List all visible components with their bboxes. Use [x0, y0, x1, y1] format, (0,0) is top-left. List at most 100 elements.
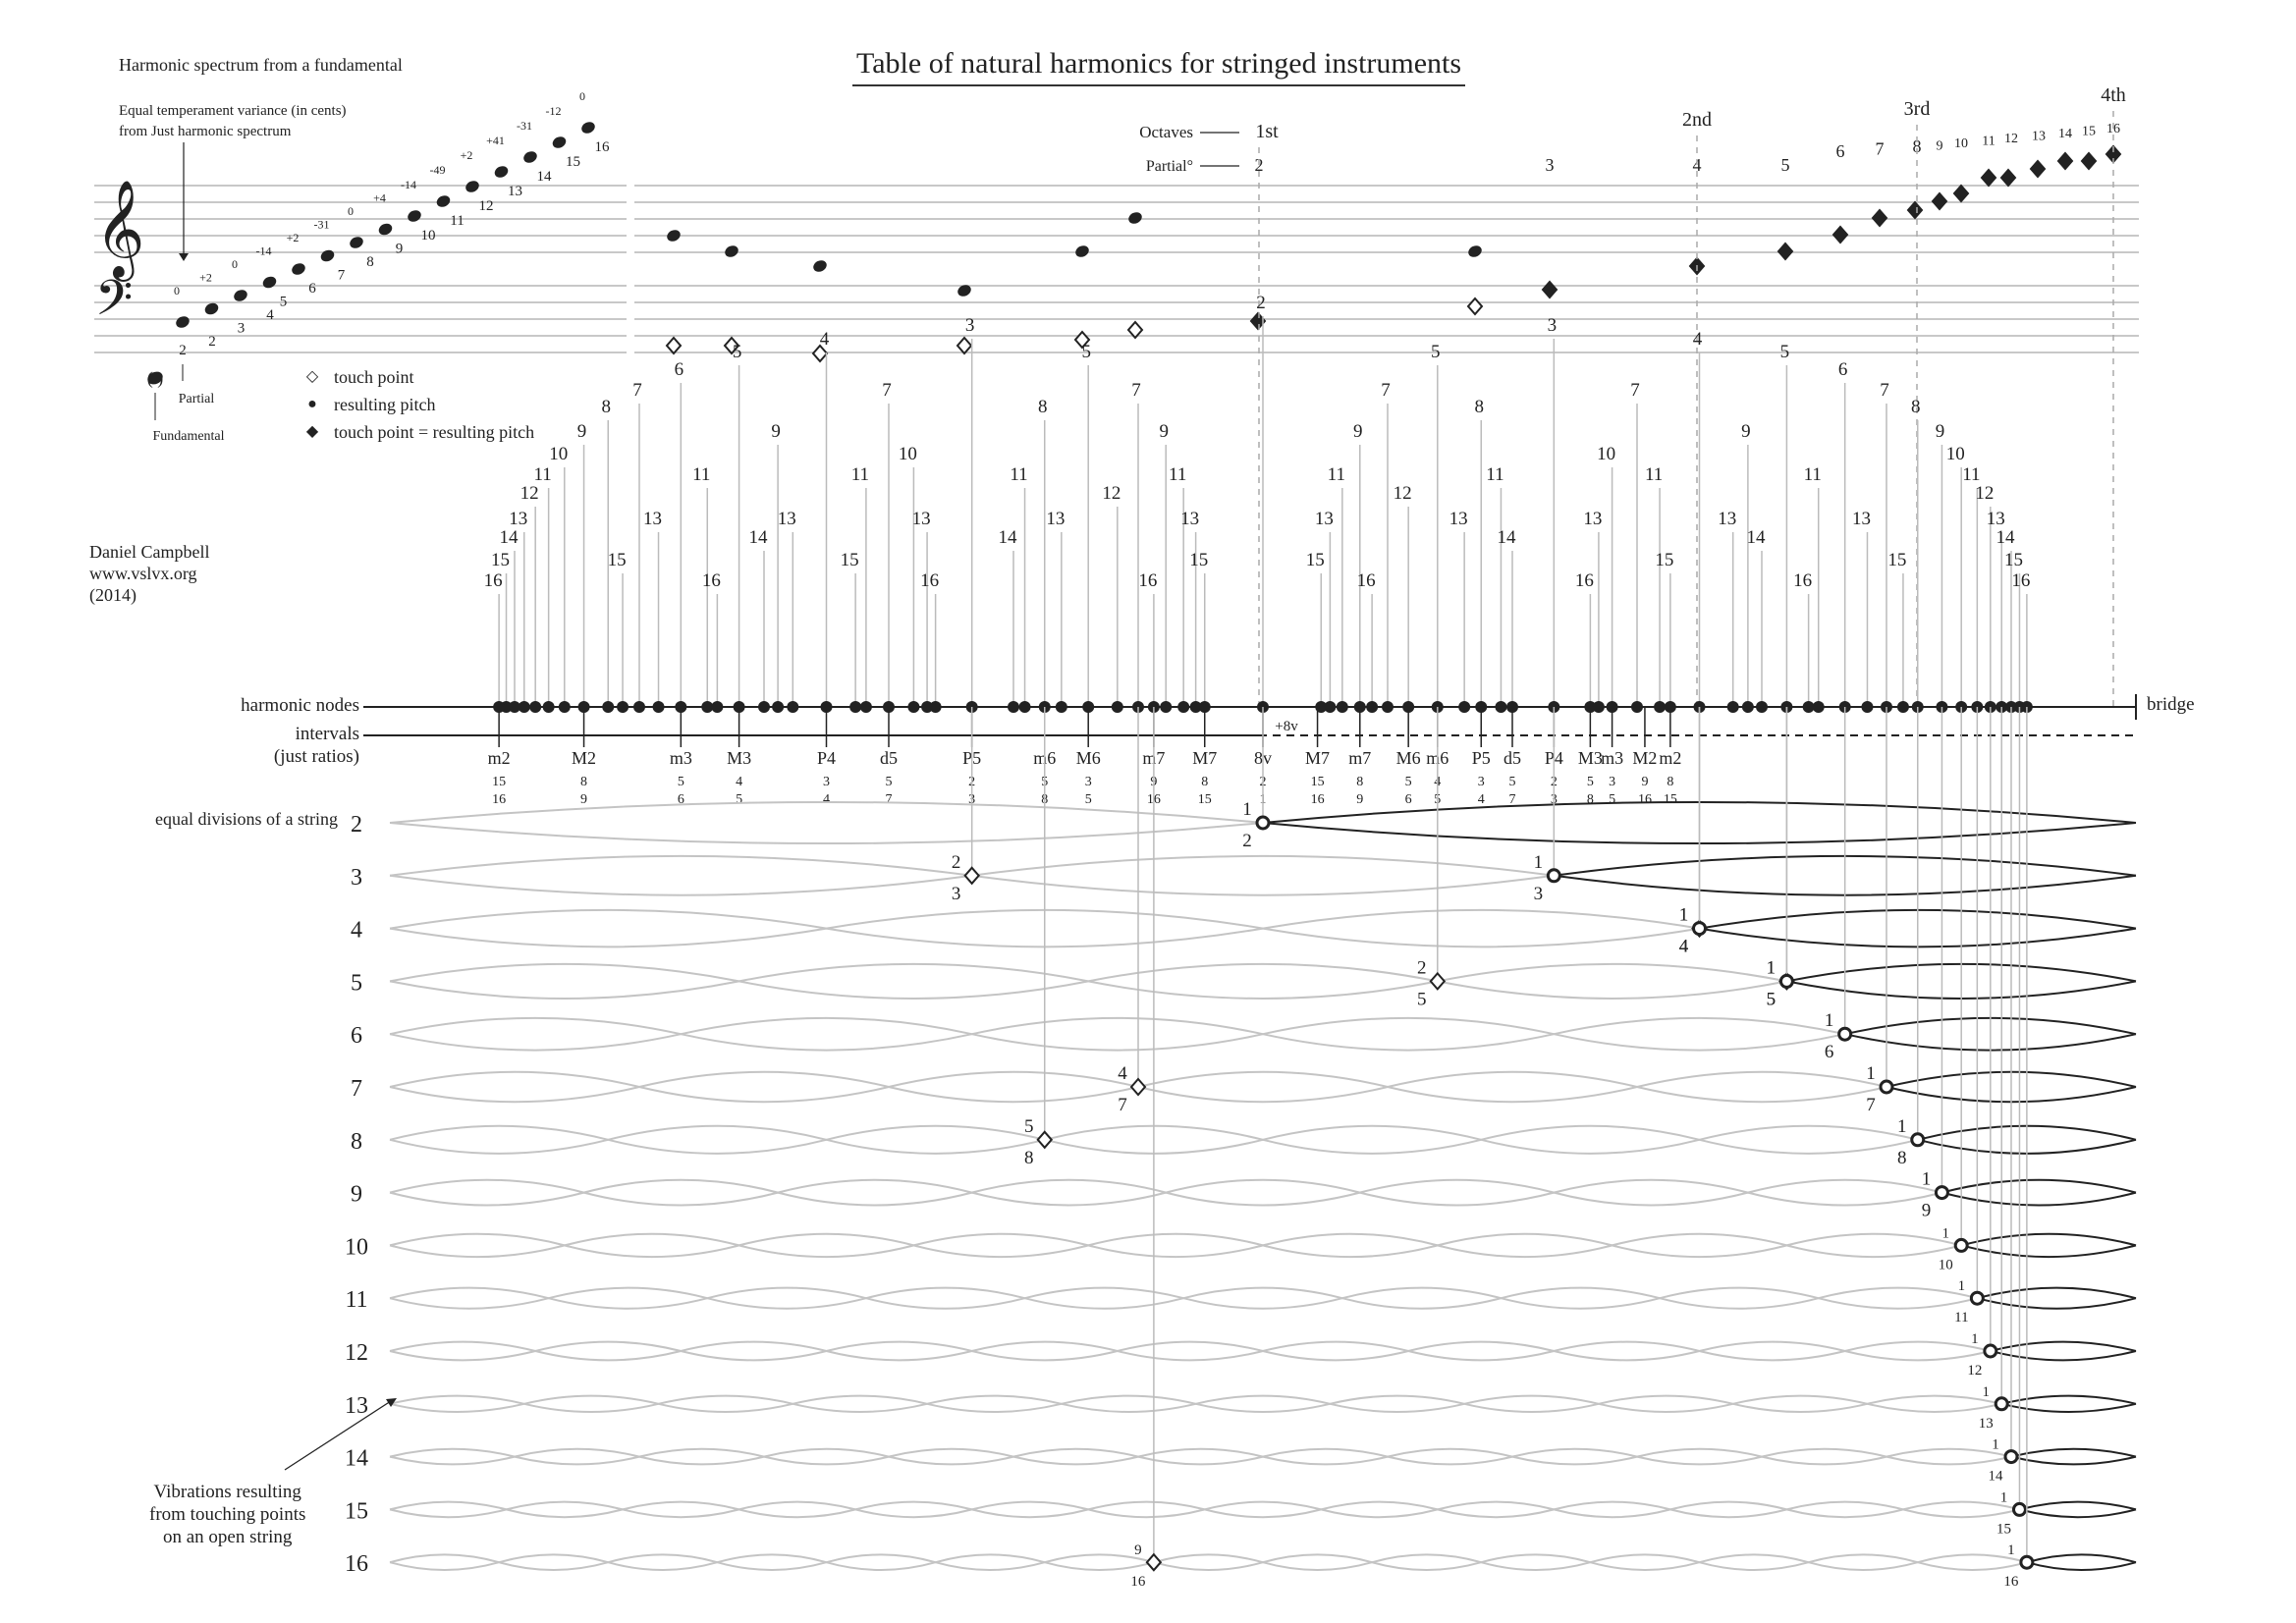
- harmonic-node-icon: [1741, 701, 1754, 713]
- touch-circle-icon: [1879, 1079, 1894, 1095]
- top-partial-number: 11: [1982, 135, 1995, 149]
- ratio-denominator: 7: [886, 792, 893, 807]
- notehead-icon: [813, 260, 827, 272]
- fraction-denominator: 4: [1679, 937, 1689, 957]
- fraction-numerator: 1: [1242, 799, 1252, 820]
- node-partial-label: 6: [1838, 359, 1848, 380]
- node-partial-label: 15: [1189, 550, 1208, 570]
- wave-upper: [1786, 1500, 1904, 1511]
- wave-lower: [1818, 1297, 1978, 1310]
- filled-diamond-icon: [2080, 151, 2098, 171]
- node-partial-label: 3: [965, 315, 975, 336]
- wave-lower: [1262, 1455, 1389, 1466]
- wave-upper: [738, 962, 1089, 983]
- vibrations-note-line: Vibrations resulting: [153, 1482, 301, 1502]
- wave-upper: [1636, 1070, 1887, 1088]
- wave-upper: [971, 1500, 1089, 1511]
- wave-lower: [1699, 1138, 1918, 1155]
- node-partial-label: 8: [1038, 397, 1048, 417]
- wave-upper: [1554, 1340, 1700, 1352]
- wave-lower: [738, 1244, 914, 1259]
- wave-lower: [1554, 1033, 1845, 1052]
- intervals-label: intervals: [295, 724, 359, 744]
- fundamental-parens: ( ): [147, 368, 164, 389]
- division-number: 4: [351, 918, 362, 944]
- wave-upper: [389, 908, 827, 930]
- node-partial-label: 9: [1936, 421, 1945, 442]
- wave-lower: [1886, 1455, 2012, 1466]
- touch-circle-icon: [1969, 1290, 1985, 1306]
- fraction-denominator: 9: [1922, 1201, 1932, 1221]
- wave-lower: [971, 1350, 1119, 1362]
- harmonic-node-icon: [1324, 701, 1337, 713]
- ratio-denominator: 8: [1587, 792, 1594, 807]
- notehead-icon: [581, 122, 595, 134]
- wave-lower: [1262, 1244, 1439, 1259]
- division-number: 3: [351, 865, 362, 891]
- wave-upper: [763, 1447, 890, 1458]
- equal-divisions-label: equal divisions of a string: [155, 809, 338, 829]
- filled-diamond-icon: [1906, 200, 1924, 220]
- wave-upper: [1990, 1340, 2137, 1352]
- cents-variance: +41: [486, 134, 505, 147]
- node-partial-label: 13: [1449, 509, 1468, 529]
- node-partial-label: 12: [520, 483, 539, 504]
- fraction-numerator: 1: [1958, 1278, 1966, 1294]
- wave-upper: [1321, 1500, 1439, 1511]
- wave-lower: [523, 1402, 659, 1413]
- wave-upper: [738, 1500, 856, 1511]
- wave-lower: [1636, 1455, 1763, 1466]
- wave-lower: [1501, 1297, 1661, 1310]
- top-partial-number: 15: [2082, 125, 2096, 139]
- top-partial-number: 5: [1781, 155, 1790, 175]
- wave-upper: [389, 1016, 682, 1036]
- harmonic-node-icon: [921, 701, 934, 713]
- wave-lower: [1061, 1402, 1196, 1413]
- wave-upper: [1977, 1286, 2137, 1300]
- harmonic-node-icon: [1756, 701, 1768, 713]
- legend-label: touch point = resulting pitch: [334, 422, 535, 442]
- wave-lower: [498, 1561, 609, 1571]
- wave-lower: [1902, 1508, 2020, 1519]
- division-number: 7: [351, 1076, 362, 1102]
- node-partial-label: 15: [1306, 550, 1325, 570]
- node-partial-label: 4: [820, 329, 830, 350]
- wave-upper: [1012, 1447, 1139, 1458]
- wave-lower: [2010, 1455, 2137, 1466]
- node-partial-label: 9: [1353, 421, 1363, 442]
- node-partial-label: 11: [1486, 464, 1503, 485]
- fraction-numerator: 1: [1866, 1063, 1876, 1084]
- cents-variance: -49: [430, 163, 446, 177]
- touch-circle-icon: [1910, 1132, 1926, 1148]
- wave-upper: [971, 1340, 1119, 1352]
- wave-lower: [1321, 1508, 1439, 1519]
- harmonic-node-icon: [758, 701, 770, 713]
- fraction-numerator: 1: [1992, 1437, 1999, 1453]
- wave-lower: [1481, 1138, 1700, 1155]
- node-partial-label: 16: [1793, 570, 1812, 591]
- ratio-denominator: 5: [1085, 792, 1092, 807]
- partial-number: 9: [396, 242, 404, 257]
- wave-upper: [1137, 1447, 1264, 1458]
- wave-lower: [1117, 1350, 1264, 1362]
- harmonic-node-icon: [652, 701, 665, 713]
- division-number: 12: [345, 1340, 368, 1366]
- touch-diamond-icon: [963, 866, 980, 886]
- interval-name: P4: [817, 748, 836, 768]
- wave-lower: [389, 874, 972, 896]
- fraction-denominator: 15: [1996, 1521, 2011, 1537]
- wave-lower: [1480, 1561, 1591, 1571]
- wave-lower: [738, 1508, 856, 1519]
- harmonic-node-icon: [1631, 701, 1643, 713]
- wave-upper: [583, 1178, 779, 1194]
- node-partial-label: 13: [1583, 509, 1602, 529]
- division-number: 5: [351, 970, 362, 996]
- node-partial-label: 16: [1138, 570, 1157, 591]
- node-partial-label: 9: [771, 421, 781, 442]
- cents-variance: +2: [461, 148, 473, 162]
- bass-clef-icon: 𝄢: [95, 272, 134, 337]
- fraction-denominator: 5: [1767, 989, 1777, 1009]
- wave-lower: [717, 1561, 827, 1571]
- wave-lower: [888, 1455, 1014, 1466]
